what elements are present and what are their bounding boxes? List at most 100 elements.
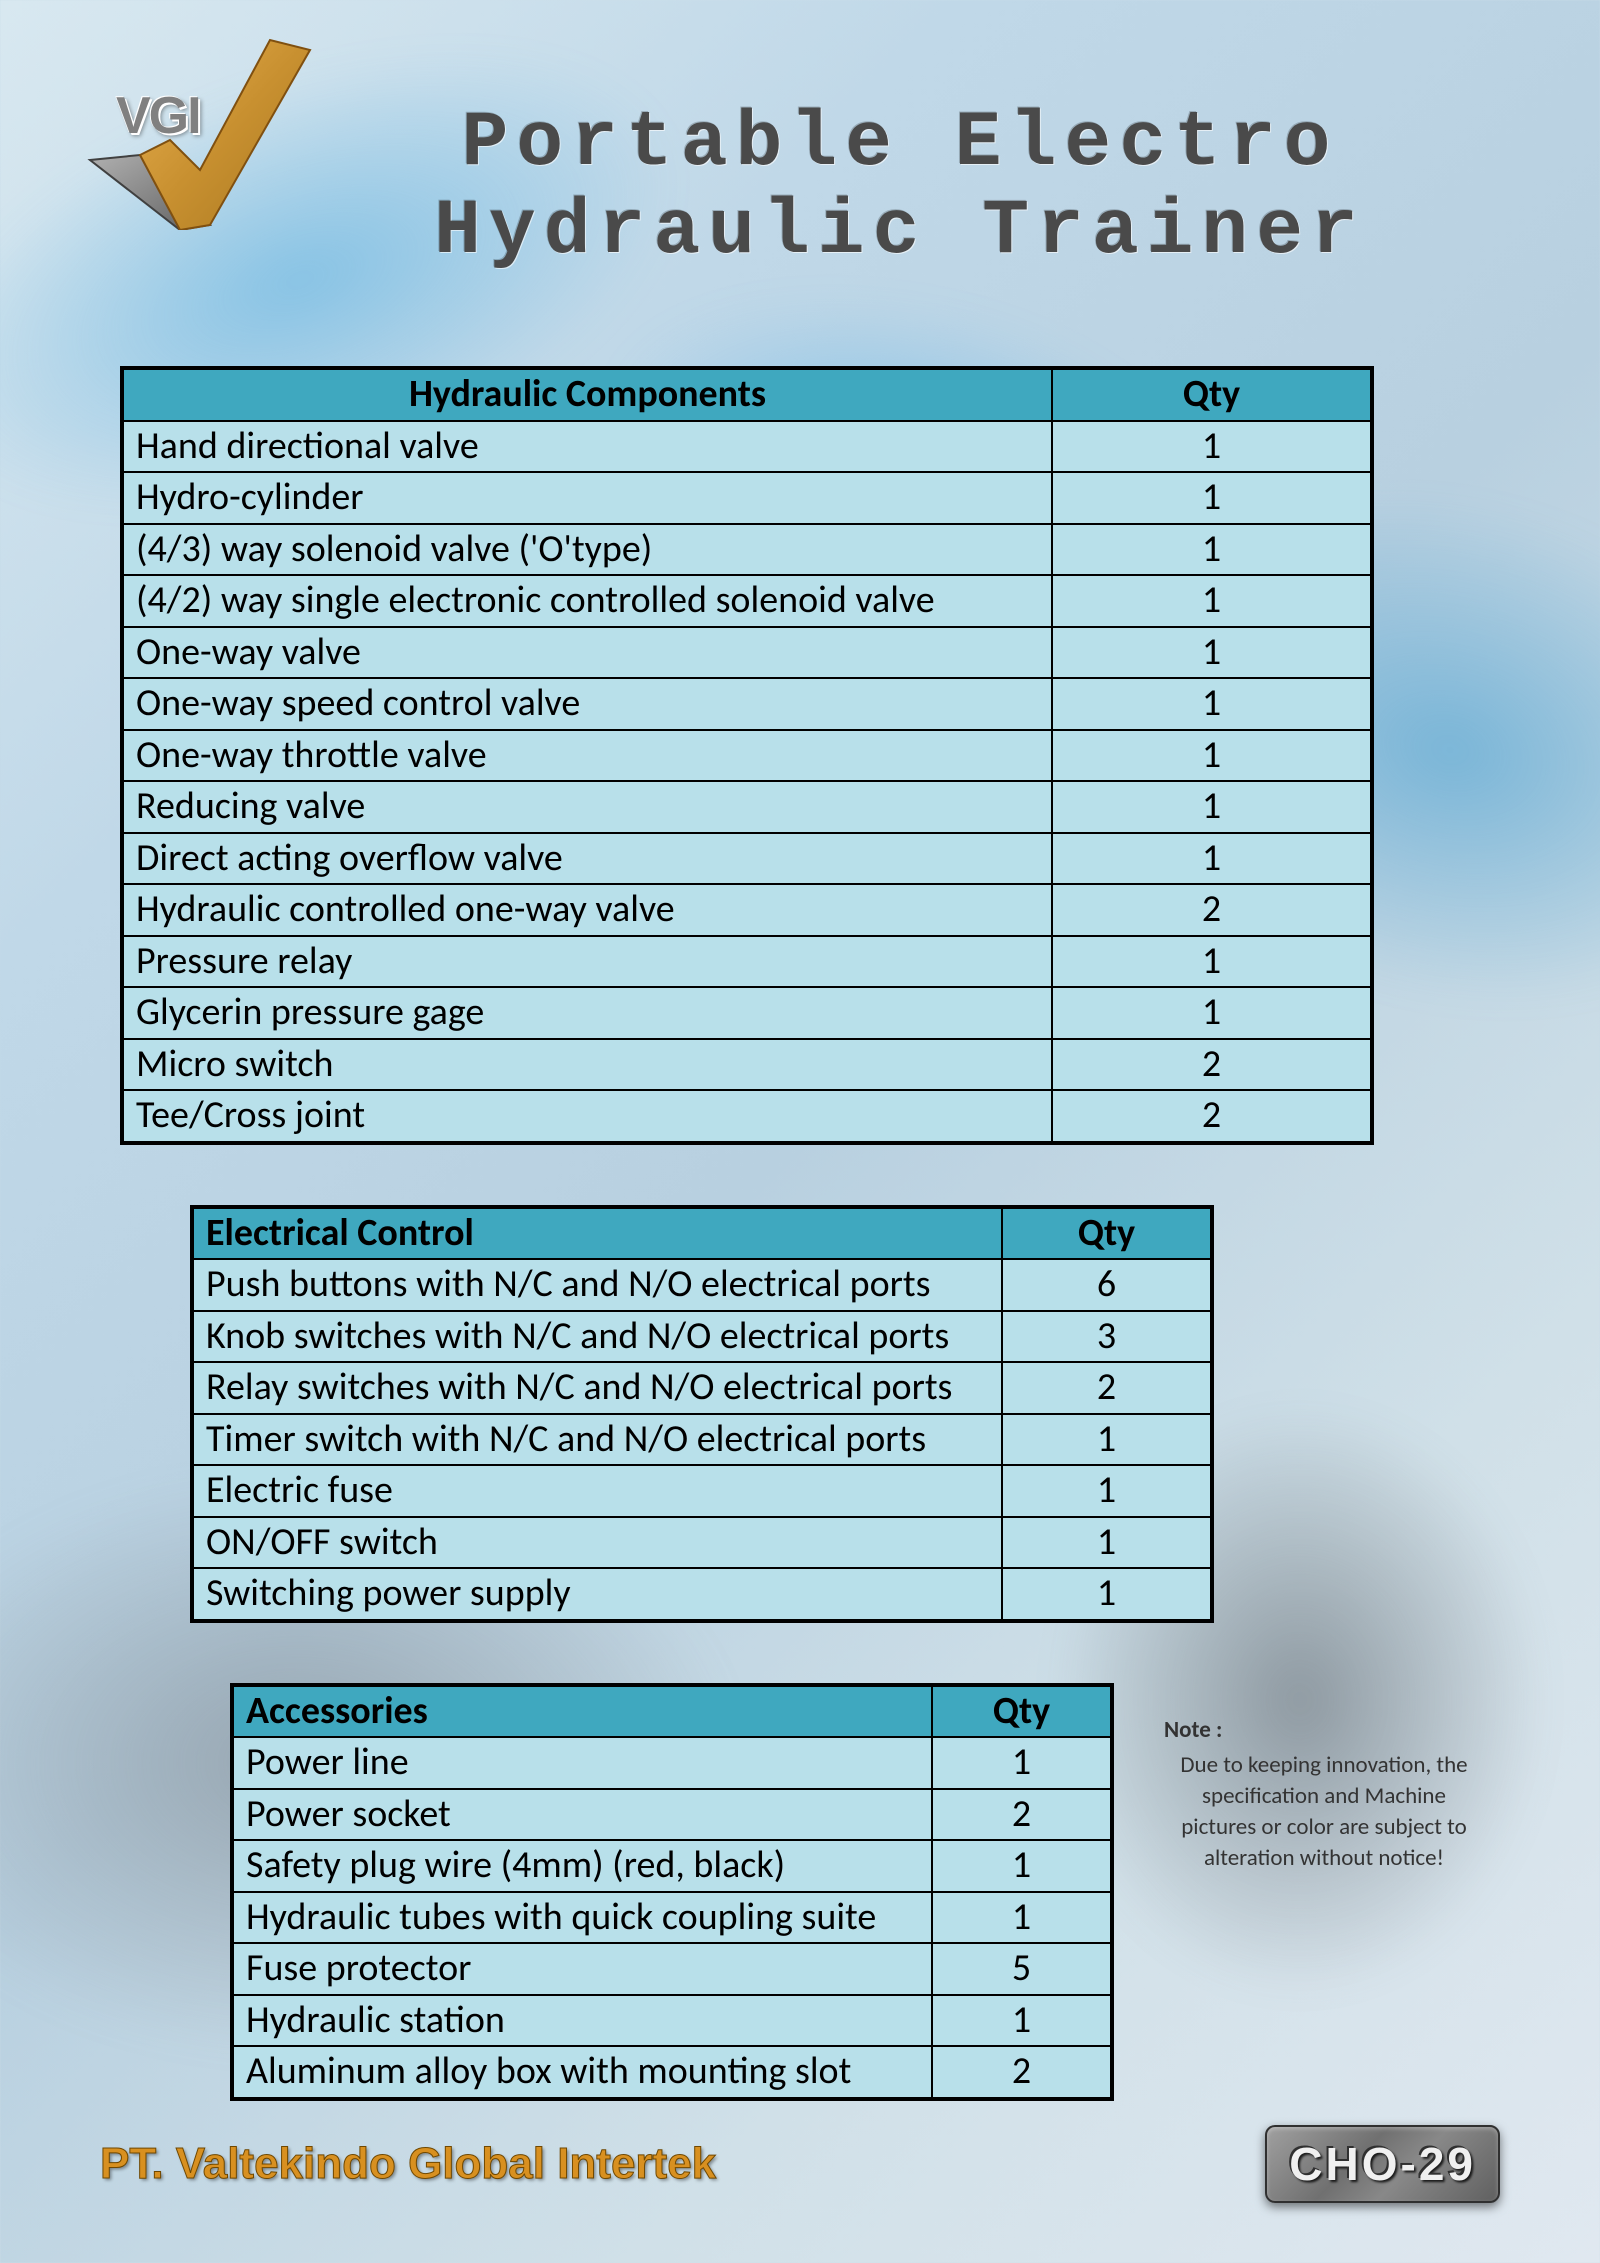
cell-name: Fuse protector <box>232 1943 932 1995</box>
cell-name: (4/3) way solenoid valve ('O'type) <box>122 524 1052 576</box>
table-row: Micro switch2 <box>122 1039 1372 1091</box>
cell-qty: 1 <box>1052 730 1372 782</box>
cell-qty: 1 <box>1052 575 1372 627</box>
title-line-1: Portable Electro <box>300 100 1500 188</box>
table-row: Glycerin pressure gage1 <box>122 987 1372 1039</box>
cell-name: Safety plug wire (4mm) (red, black) <box>232 1840 932 1892</box>
cell-name: Glycerin pressure gage <box>122 987 1052 1039</box>
cell-qty: 2 <box>1052 1090 1372 1143</box>
table-row: One-way valve1 <box>122 627 1372 679</box>
cell-qty: 1 <box>1052 936 1372 988</box>
cell-qty: 6 <box>1002 1259 1212 1311</box>
cell-name: Hydraulic station <box>232 1995 932 2047</box>
cell-qty: 1 <box>1052 524 1372 576</box>
cell-qty: 1 <box>1052 678 1372 730</box>
col-header-name: Hydraulic Components <box>122 368 1052 421</box>
table-row: Push buttons with N/C and N/O electrical… <box>192 1259 1212 1311</box>
table-row: Aluminum alloy box with mounting slot2 <box>232 2046 1112 2099</box>
table-row: Tee/Cross joint2 <box>122 1090 1372 1143</box>
col-header-name: Accessories <box>232 1685 932 1738</box>
col-header-qty: Qty <box>1002 1207 1212 1260</box>
note-heading: Note : <box>1164 1715 1484 1746</box>
table-row: Timer switch with N/C and N/O electrical… <box>192 1414 1212 1466</box>
table-row: One-way speed control valve1 <box>122 678 1372 730</box>
table-hydraulic-components: Hydraulic Components Qty Hand directiona… <box>120 366 1374 1145</box>
table-row: Hydro-cylinder1 <box>122 472 1372 524</box>
cell-qty: 1 <box>932 1995 1112 2047</box>
cell-qty: 1 <box>1052 627 1372 679</box>
table-row: Hydraulic controlled one-way valve2 <box>122 884 1372 936</box>
cell-qty: 1 <box>1052 833 1372 885</box>
cell-name: Reducing valve <box>122 781 1052 833</box>
cell-qty: 5 <box>932 1943 1112 1995</box>
table-row: Power line1 <box>232 1737 1112 1789</box>
cell-qty: 2 <box>932 1789 1112 1841</box>
table-row: Safety plug wire (4mm) (red, black)1 <box>232 1840 1112 1892</box>
table-row: (4/3) way solenoid valve ('O'type)1 <box>122 524 1372 576</box>
page-code-badge: CHO-29 <box>1265 2125 1500 2203</box>
table-row: Hydraulic station1 <box>232 1995 1112 2047</box>
table-row: Hand directional valve1 <box>122 421 1372 473</box>
table-row: Pressure relay1 <box>122 936 1372 988</box>
cell-qty: 2 <box>932 2046 1112 2099</box>
cell-name: Hydraulic controlled one-way valve <box>122 884 1052 936</box>
table-row: One-way throttle valve1 <box>122 730 1372 782</box>
table-row: Knob switches with N/C and N/O electrica… <box>192 1311 1212 1363</box>
cell-name: Push buttons with N/C and N/O electrical… <box>192 1259 1002 1311</box>
cell-qty: 1 <box>1052 421 1372 473</box>
col-header-qty: Qty <box>1052 368 1372 421</box>
cell-name: One-way valve <box>122 627 1052 679</box>
company-name: PT. Valtekindo Global Intertek <box>100 2139 716 2189</box>
logo-abbrev: VGI <box>116 86 200 146</box>
cell-qty: 2 <box>1052 1039 1372 1091</box>
cell-name: Hydro-cylinder <box>122 472 1052 524</box>
cell-name: One-way speed control valve <box>122 678 1052 730</box>
disclaimer-note: Note : Due to keeping innovation, the sp… <box>1164 1683 1484 1874</box>
cell-name: Power line <box>232 1737 932 1789</box>
cell-name: One-way throttle valve <box>122 730 1052 782</box>
table-row: ON/OFF switch1 <box>192 1517 1212 1569</box>
cell-qty: 1 <box>932 1892 1112 1944</box>
cell-name: Direct acting overflow valve <box>122 833 1052 885</box>
cell-name: Hand directional valve <box>122 421 1052 473</box>
table-row: Fuse protector5 <box>232 1943 1112 1995</box>
table-accessories: Accessories Qty Power line1Power socket2… <box>230 1683 1114 2101</box>
cell-qty: 1 <box>1052 781 1372 833</box>
cell-qty: 2 <box>1002 1362 1212 1414</box>
cell-name: Timer switch with N/C and N/O electrical… <box>192 1414 1002 1466</box>
cell-qty: 1 <box>932 1737 1112 1789</box>
cell-name: (4/2) way single electronic controlled s… <box>122 575 1052 627</box>
table-row: Relay switches with N/C and N/O electric… <box>192 1362 1212 1414</box>
cell-name: Relay switches with N/C and N/O electric… <box>192 1362 1002 1414</box>
cell-name: Aluminum alloy box with mounting slot <box>232 2046 932 2099</box>
table-row: Reducing valve1 <box>122 781 1372 833</box>
cell-name: Knob switches with N/C and N/O electrica… <box>192 1311 1002 1363</box>
cell-qty: 3 <box>1002 1311 1212 1363</box>
cell-name: Tee/Cross joint <box>122 1090 1052 1143</box>
cell-qty: 1 <box>932 1840 1112 1892</box>
cell-qty: 1 <box>1002 1465 1212 1517</box>
cell-name: Switching power supply <box>192 1568 1002 1621</box>
cell-qty: 1 <box>1002 1414 1212 1466</box>
note-body: Due to keeping innovation, the specifica… <box>1180 1751 1467 1872</box>
title-line-2: Hydraulic Trainer <box>300 188 1500 276</box>
table-row: Electric fuse1 <box>192 1465 1212 1517</box>
table-row: (4/2) way single electronic controlled s… <box>122 575 1372 627</box>
table-electrical-control: Electrical Control Qty Push buttons with… <box>190 1205 1214 1623</box>
cell-qty: 2 <box>1052 884 1372 936</box>
table-row: Power socket2 <box>232 1789 1112 1841</box>
cell-name: Electric fuse <box>192 1465 1002 1517</box>
cell-qty: 1 <box>1002 1568 1212 1621</box>
cell-name: Hydraulic tubes with quick coupling suit… <box>232 1892 932 1944</box>
cell-name: ON/OFF switch <box>192 1517 1002 1569</box>
table-row: Hydraulic tubes with quick coupling suit… <box>232 1892 1112 1944</box>
cell-qty: 1 <box>1002 1517 1212 1569</box>
col-header-name: Electrical Control <box>192 1207 1002 1260</box>
logo: VGI <box>60 30 320 235</box>
cell-qty: 1 <box>1052 987 1372 1039</box>
cell-name: Micro switch <box>122 1039 1052 1091</box>
cell-name: Power socket <box>232 1789 932 1841</box>
cell-name: Pressure relay <box>122 936 1052 988</box>
cell-qty: 1 <box>1052 472 1372 524</box>
col-header-qty: Qty <box>932 1685 1112 1738</box>
